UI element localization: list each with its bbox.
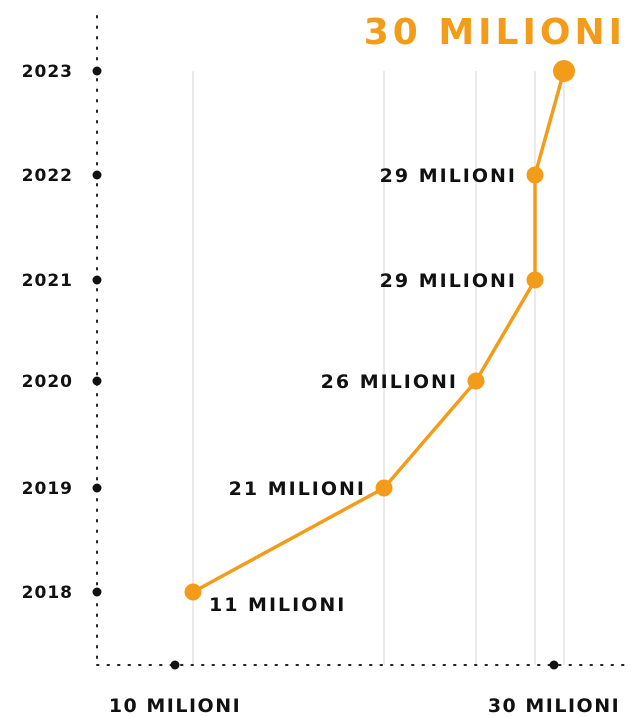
- y-tick-label: 2023: [22, 62, 73, 82]
- y-tick-label: 2018: [22, 583, 73, 603]
- data-label: 11 MILIONI: [209, 594, 346, 616]
- x-tick-dot: [170, 660, 180, 670]
- data-label: 21 MILIONI: [229, 478, 366, 500]
- x-tick-label-30: 30 MILIONI: [488, 695, 620, 717]
- series-path: [192, 70, 566, 594]
- x-tick-dot: [549, 660, 559, 670]
- y-tick-label: 2022: [22, 166, 73, 186]
- gridlines: [192, 71, 565, 665]
- y-tick-dot: [92, 275, 102, 285]
- data-label: 29 MILIONI: [380, 270, 517, 292]
- data-label: 29 MILIONI: [380, 165, 517, 187]
- y-tick-dot: [92, 66, 102, 76]
- series-line: [184, 60, 575, 601]
- highlight-label: 30 MILIONI: [364, 12, 626, 53]
- data-label: 26 MILIONI: [321, 371, 458, 393]
- y-tick-label: 2020: [22, 372, 73, 392]
- y-tick-dot: [92, 170, 102, 180]
- data-point: [526, 271, 544, 289]
- data-labels: 11 MILIONI 21 MILIONI 26 MILIONI 29 MILIONI…: [209, 165, 517, 616]
- y-tick-label: 2021: [22, 271, 73, 291]
- y-tick-dot: [92, 483, 102, 493]
- y-tick-dot: [92, 376, 102, 386]
- data-point: [467, 372, 485, 390]
- data-point: [526, 166, 544, 184]
- data-point: [375, 479, 393, 497]
- y-tick-dot: [92, 587, 102, 597]
- axes: 2018 2019 2020 2021 2022 2023: [22, 15, 629, 670]
- data-point: [553, 60, 575, 82]
- x-tick-label-10: 10 MILIONI: [109, 695, 241, 717]
- data-point: [184, 583, 202, 601]
- y-tick-label: 2019: [22, 479, 73, 499]
